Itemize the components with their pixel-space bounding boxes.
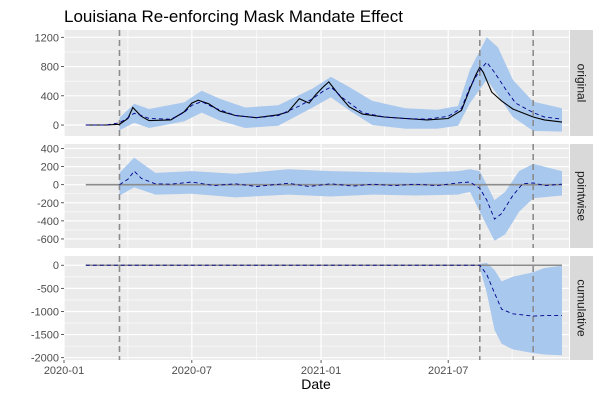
y-tick-label: 800: [41, 62, 59, 74]
series-line-observed: [85, 66, 563, 126]
panels-layer: 04008001200original-600-400-2000200400po…: [31, 30, 593, 377]
y-tick-label: 200: [41, 162, 59, 174]
confidence-ribbon: [119, 157, 562, 241]
confidence-ribbon: [119, 37, 562, 132]
x-tick-label: 2021-01: [301, 365, 341, 377]
series-line-pointwise: [119, 170, 563, 220]
y-tick-label: -500: [37, 283, 59, 295]
panel-pointwise: -600 -400 -200 0 200 400 pointwise: [37, 144, 593, 248]
y-tick-label: 0: [53, 260, 59, 272]
facet-strip: [570, 30, 593, 136]
y-tick-label: -400: [37, 216, 59, 228]
facet-strip-label-pointwise: pointwise: [575, 171, 589, 221]
panel-plot-area: [85, 144, 563, 248]
x-tick-label: 2020-01: [44, 365, 84, 377]
y-tick-label: -1500: [31, 330, 59, 342]
y-tick-label: 400: [41, 144, 59, 156]
y-tick-label: 0: [53, 180, 59, 192]
panel-cumulative: -2000 -1500 -1000 -500 0 cumulative: [31, 256, 593, 365]
facet-strip-label-original: original: [575, 64, 589, 103]
y-tick-label: 0: [53, 120, 59, 132]
chart-title: Louisiana Re-enforcing Mask Mandate Effe…: [64, 7, 403, 26]
y-tick-label: -600: [37, 234, 59, 246]
x-axis-label: Date: [301, 376, 331, 392]
confidence-ribbon: [479, 262, 562, 356]
series-line-cumulative: [85, 264, 562, 317]
y-tick-label: -200: [37, 198, 59, 210]
series-line-predicted: [85, 61, 563, 126]
x-tick-label: 2020-07: [172, 365, 212, 377]
facet-strip-label-cumulative: cumulative: [575, 279, 589, 337]
panel-plot-area: [85, 256, 562, 360]
y-tick-label: 1200: [35, 32, 59, 44]
panel-plot-area: [85, 30, 563, 136]
y-tick-label: -2000: [31, 353, 59, 365]
panel-original: 0 400 800 1200 original: [35, 30, 593, 136]
facet-strip: [570, 256, 593, 360]
x-tick-label: 2021-07: [428, 365, 468, 377]
facet-strip: [570, 144, 593, 248]
y-tick-label: 400: [41, 91, 59, 103]
y-tick-label: -1000: [31, 306, 59, 318]
